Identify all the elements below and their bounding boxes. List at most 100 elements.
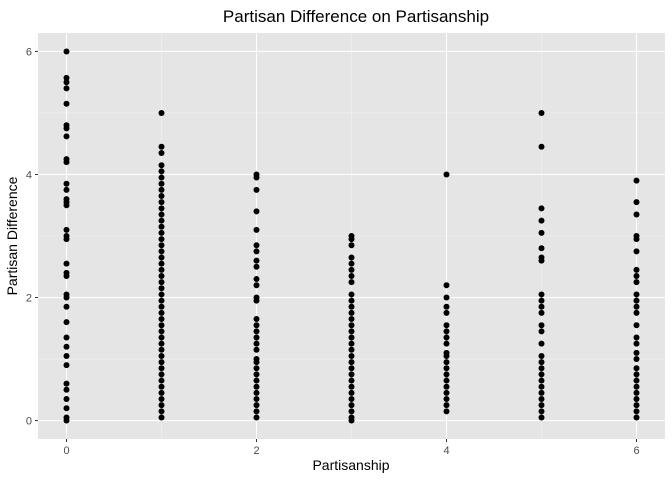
data-point (158, 340, 165, 347)
data-point (633, 322, 640, 329)
data-point (253, 322, 260, 329)
data-point (158, 254, 165, 261)
data-point (158, 389, 165, 396)
data-point (63, 186, 70, 193)
data-point (158, 162, 165, 169)
data-point (633, 199, 640, 206)
data-point (63, 396, 70, 403)
data-point (633, 236, 640, 243)
data-point (443, 389, 450, 396)
data-point (158, 346, 165, 353)
data-point (538, 396, 545, 403)
data-point (538, 377, 545, 384)
data-point (538, 389, 545, 396)
data-point (348, 316, 355, 323)
data-point (348, 371, 355, 378)
data-point (253, 186, 260, 193)
data-point (538, 217, 545, 224)
data-point (538, 359, 545, 366)
data-point (348, 352, 355, 359)
y-axis-title: Partisan Difference (4, 176, 20, 295)
data-point (253, 257, 260, 264)
data-point (158, 186, 165, 193)
data-point (158, 365, 165, 372)
data-point (253, 316, 260, 323)
data-point (253, 389, 260, 396)
data-point (538, 402, 545, 409)
data-point (443, 340, 450, 347)
x-tick-label: 4 (443, 445, 449, 457)
data-point (253, 242, 260, 249)
data-point (633, 365, 640, 372)
data-point (158, 359, 165, 366)
data-point (443, 396, 450, 403)
data-point (158, 211, 165, 218)
data-point (158, 248, 165, 255)
data-point (63, 405, 70, 412)
data-point (253, 208, 260, 215)
data-point (538, 245, 545, 252)
data-point (348, 266, 355, 273)
data-point (253, 328, 260, 335)
data-point (348, 359, 355, 366)
data-point (633, 377, 640, 384)
data-point (633, 266, 640, 273)
data-point (158, 396, 165, 403)
data-point (633, 248, 640, 255)
data-point (63, 159, 70, 166)
data-point (158, 383, 165, 390)
data-point (538, 414, 545, 421)
data-point (158, 223, 165, 230)
data-point (158, 242, 165, 249)
data-point (158, 143, 165, 150)
data-point (158, 168, 165, 175)
data-point (443, 171, 450, 178)
data-point (538, 205, 545, 212)
data-point (443, 334, 450, 341)
data-point (443, 309, 450, 316)
data-point (538, 383, 545, 390)
data-point (158, 285, 165, 292)
data-point (158, 279, 165, 286)
data-point (443, 328, 450, 335)
data-point (253, 174, 260, 181)
data-point (348, 383, 355, 390)
data-point (348, 322, 355, 329)
data-point (63, 85, 70, 92)
data-point (538, 322, 545, 329)
data-point (63, 303, 70, 310)
data-point (348, 365, 355, 372)
data-point (443, 408, 450, 415)
data-point (63, 226, 70, 233)
data-point (253, 359, 260, 366)
data-point (63, 343, 70, 350)
data-point (158, 297, 165, 304)
y-tick-label: 6 (26, 46, 32, 58)
data-point (253, 276, 260, 283)
data-point (443, 402, 450, 409)
axis-ticks: 0 2 4 6 0 2 4 6 (26, 46, 640, 457)
data-point (633, 340, 640, 347)
data-point (443, 282, 450, 289)
data-point (538, 291, 545, 298)
data-point (538, 408, 545, 415)
data-point (443, 383, 450, 390)
data-point (633, 371, 640, 378)
data-point (63, 74, 70, 81)
data-point (63, 125, 70, 132)
data-point (63, 100, 70, 107)
data-point (158, 217, 165, 224)
data-point (158, 174, 165, 181)
data-point (63, 417, 70, 424)
x-tick-label: 2 (253, 445, 259, 457)
x-tick-label: 6 (633, 445, 639, 457)
data-point (348, 328, 355, 335)
data-point (158, 266, 165, 273)
data-point (348, 279, 355, 286)
data-point (443, 352, 450, 359)
data-point (253, 340, 260, 347)
data-point (538, 303, 545, 310)
chart-title: Partisan Difference on Partisanship (223, 7, 489, 26)
data-point (158, 149, 165, 156)
